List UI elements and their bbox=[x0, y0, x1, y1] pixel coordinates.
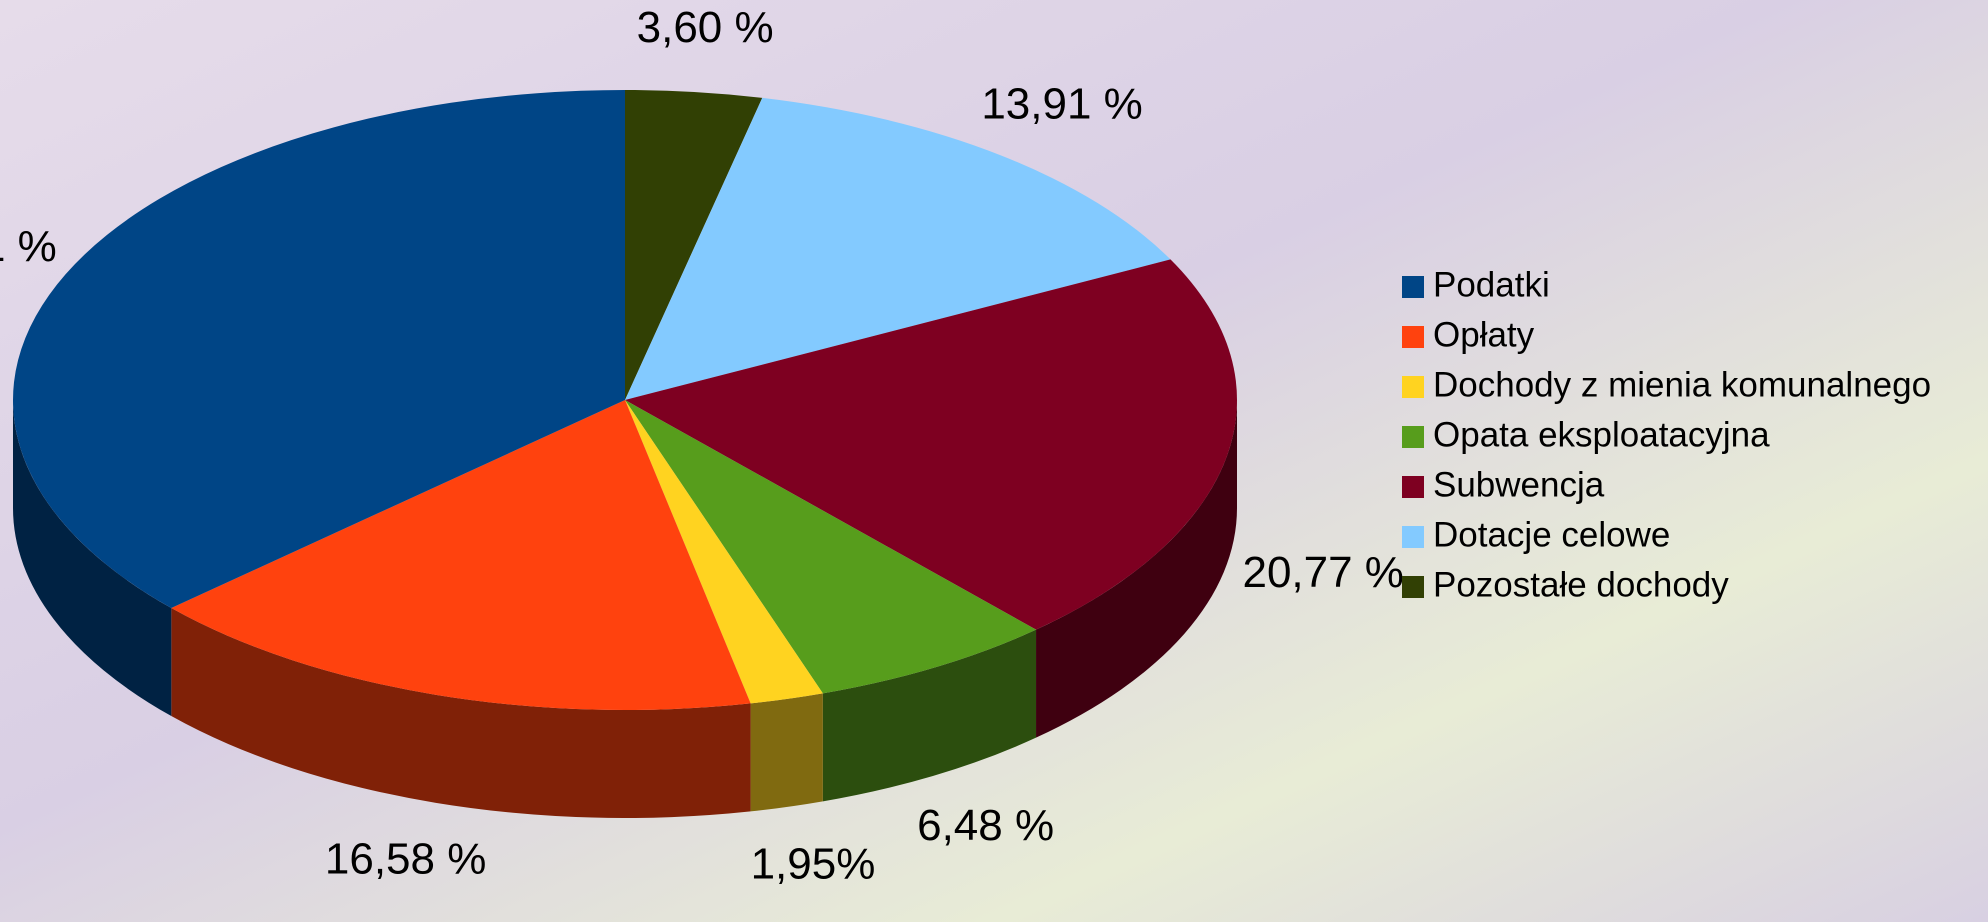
slice bbox=[625, 97, 1171, 400]
data-label: 1,95% bbox=[751, 839, 876, 888]
slice bbox=[625, 400, 823, 704]
legend-swatch bbox=[1402, 426, 1424, 448]
data-label: 20,77 % bbox=[1242, 548, 1403, 597]
legend-label: Dotacje celowe bbox=[1433, 515, 1670, 554]
slice-side bbox=[1036, 400, 1237, 738]
legend-swatch bbox=[1402, 526, 1424, 548]
data-label: 13,91 % bbox=[981, 79, 1142, 128]
legend-label: Opata eksploatacyjna bbox=[1433, 415, 1770, 454]
legend-label: Subwencja bbox=[1433, 465, 1605, 504]
data-label: 36,71 % bbox=[0, 222, 57, 271]
legend-swatch bbox=[1402, 476, 1424, 498]
legend-swatch bbox=[1402, 276, 1424, 298]
legend-swatch bbox=[1402, 576, 1424, 598]
slice-side bbox=[822, 629, 1037, 802]
legend-label: Pozostałe dochody bbox=[1433, 565, 1729, 604]
legend-label: Dochody z mienia komunalnego bbox=[1433, 365, 1931, 404]
slice-side bbox=[171, 608, 751, 818]
legend-swatch bbox=[1402, 326, 1424, 348]
slice bbox=[625, 400, 1037, 694]
data-label: 3,60 % bbox=[637, 3, 774, 52]
data-label: 16,58 % bbox=[325, 834, 486, 883]
slice bbox=[625, 259, 1237, 630]
data-label: 6,48 % bbox=[917, 801, 1054, 850]
legend-label: Opłaty bbox=[1433, 315, 1535, 354]
legend-swatch bbox=[1402, 376, 1424, 398]
slice-side bbox=[750, 693, 823, 812]
slice bbox=[13, 90, 625, 609]
slice-side bbox=[13, 400, 172, 717]
slice bbox=[625, 90, 763, 400]
legend-label: Podatki bbox=[1433, 265, 1550, 304]
slice bbox=[171, 400, 751, 711]
